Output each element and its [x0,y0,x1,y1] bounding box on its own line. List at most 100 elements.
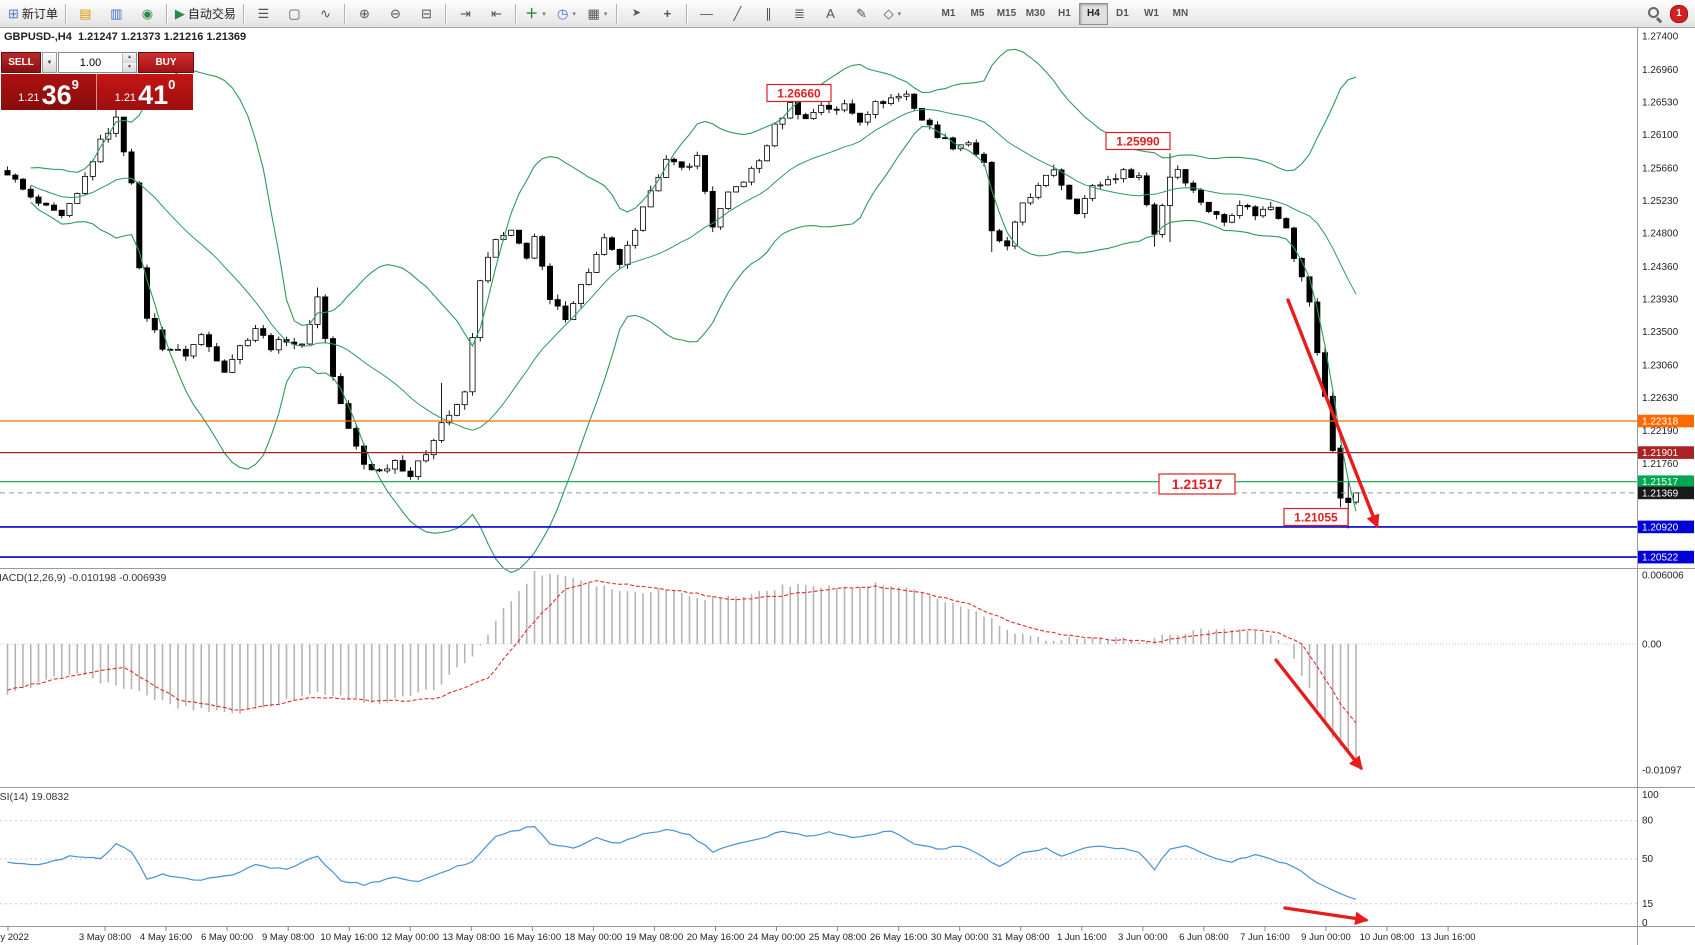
candles-series [4,90,1360,529]
macd-title: MACD(12,26,9) -0.010198 -0.006939 [0,572,167,584]
chart-shift-icon: ⇤ [490,6,502,21]
cursor-button[interactable]: ➤ [621,2,652,26]
time-axis: May 2022 3 May 08:00 4 May 16:00 6 May 00:0… [0,926,1476,943]
timeframe-m30-button[interactable]: M30 [1025,8,1046,19]
svg-text:1 Jun 16:00: 1 Jun 16:00 [1057,932,1107,943]
chart-bars-button[interactable]: ☰ [248,2,279,26]
search-icon[interactable] [1647,6,1662,21]
horizontal-line-button[interactable]: — [691,2,722,26]
autotrade-button[interactable]: ▶ 自动交易 [171,2,240,26]
volume-spin-buttons: ▲ ▼ [122,53,136,72]
fibonacci-button[interactable]: ≣ [784,2,815,26]
templates-button[interactable]: ▦ ▾ [582,2,613,26]
bollinger-lower-band [30,126,1357,574]
toolbar-separator [514,3,517,24]
toolbar-separator [685,3,688,24]
svg-text:1.23930: 1.23930 [1642,294,1679,305]
crosshair-button[interactable]: + [652,2,683,26]
trend-arrow[interactable] [1274,658,1363,771]
chevron-down-icon: ▼ [46,59,53,66]
toolbar-separator [444,3,447,24]
zoom-in-icon: ⊕ [358,6,370,21]
buy-button[interactable]: BUY [138,52,194,73]
svg-text:3 Jun 00:00: 3 Jun 00:00 [1118,932,1168,943]
sell-price-display[interactable]: 1.21 36 9 [1,74,97,110]
order-type-dropdown[interactable]: ▼ [42,52,57,73]
periods-icon: ◷ [557,6,569,21]
text-label-button[interactable]: ✎ [846,2,877,26]
text-button[interactable]: A [815,2,846,26]
channel-icon: ∥ [765,6,772,21]
timeframe-m1-button[interactable]: M1 [941,8,956,19]
timeframe-d1-button[interactable]: D1 [1116,8,1129,19]
tile-windows-icon: ⊟ [420,6,432,21]
timeframe-m15-button[interactable]: M15 [996,8,1017,19]
periods-button[interactable]: ◷ ▾ [551,2,582,26]
chevron-down-icon: ▾ [897,10,902,18]
chart-line-button[interactable]: ∿ [310,2,341,26]
volume-input[interactable] [59,53,122,72]
svg-text:1.22190: 1.22190 [1642,426,1679,437]
trend-arrow[interactable] [1283,906,1369,926]
svg-text:26 May 16:00: 26 May 16:00 [870,932,928,943]
timeframe-h4-button[interactable]: H4 [1078,2,1108,25]
trend-line-button[interactable]: ╱ [722,2,753,26]
svg-text:9 May 08:00: 9 May 08:00 [262,932,314,943]
toolbar: ⊞ 新订单 ▤ ▥ ◉ ▶ 自动交易 ☰ ▢ ∿ ⊕ ⊖ ⊟ ⇥ ⇤ ＋ ▾ ◷ ▾ ▦ ▾ ➤ + — ╱ ∥ ≣ A ✎ ◇ ▾ M1 M… [0,0,1695,28]
toolbar-separator [615,3,618,24]
trend-arrow[interactable] [1286,298,1380,529]
shapes-button[interactable]: ◇ ▾ [877,2,908,26]
channel-button[interactable]: ∥ [753,2,784,26]
price-annotation-box[interactable] [766,83,832,103]
chart-window-button[interactable]: ▥ [101,2,132,26]
new-order-icon: ⊞ [8,6,19,21]
price-annotation-box[interactable] [1283,507,1349,527]
timeframe-h1-button[interactable]: H1 [1058,8,1071,19]
volume-up-button[interactable]: ▲ [123,53,136,63]
notification-icon[interactable]: 1 [1670,4,1688,23]
timeframe-toolbar: M1 M5 M15 M30 H1 H4 D1 W1 MN [934,2,1195,25]
timeframe-m5-button[interactable]: M5 [970,8,985,19]
price-annotation-text: 1.21055 [1294,510,1338,524]
tile-windows-button[interactable]: ⊟ [411,2,442,26]
price-display-row: 1.21 36 9 1.21 41 0 [1,74,194,110]
navigator-button[interactable]: ◉ [132,2,163,26]
volume-stepper: ▲ ▼ [58,52,137,73]
svg-text:7 Jun 16:00: 7 Jun 16:00 [1240,932,1290,943]
zoom-in-button[interactable]: ⊕ [349,2,380,26]
buy-price-display[interactable]: 1.21 41 0 [97,74,193,110]
market-watch-button[interactable]: ▤ [70,2,101,26]
svg-text:1.25660: 1.25660 [1642,163,1679,174]
price-annotation-box[interactable] [1158,473,1236,495]
buy-price-prefix: 1.21 [114,92,137,104]
toolbar-separator [165,3,168,24]
trade-controls-row: SELL ▼ ▲ ▼ BUY [1,52,194,73]
macd-axis-label: -0.01097 [1642,766,1682,777]
rsi-axis-label: 0 [1642,918,1648,929]
svg-text:20 May 16:00: 20 May 16:00 [687,932,745,943]
toolbar-separator [343,3,346,24]
toolbar-right-group: 1 [1647,4,1691,23]
indicators-button[interactable]: ＋ ▾ [520,2,551,26]
chart-shift-button[interactable]: ⇤ [481,2,512,26]
sell-button[interactable]: SELL [1,52,41,73]
chart-line-icon: ∿ [319,6,331,21]
timeframe-w1-button[interactable]: W1 [1143,8,1159,19]
svg-text:1.26960: 1.26960 [1642,65,1679,76]
macd-signal-line [7,580,1357,724]
new-order-button[interactable]: ⊞ 新订单 [4,2,62,26]
zoom-out-button[interactable]: ⊖ [380,2,411,26]
price-axis: 1.27400 1.26960 1.26530 1.26100 1.25660 1.252… [1642,32,1679,470]
timeframe-mn-button[interactable]: MN [1172,8,1189,19]
volume-down-button[interactable]: ▼ [123,62,136,72]
auto-scroll-button[interactable]: ⇥ [450,2,481,26]
price-annotation-box[interactable] [1105,131,1171,151]
chart-candles-button[interactable]: ▢ [279,2,310,26]
price-tag [1638,446,1694,459]
zoom-out-icon: ⊖ [389,6,401,21]
buy-price-big: 41 [138,80,169,111]
rsi-axis-label: 100 [1642,790,1659,801]
rsi-title: RSI(14) 19.0832 [0,791,69,803]
chevron-down-icon: ▾ [572,10,576,18]
